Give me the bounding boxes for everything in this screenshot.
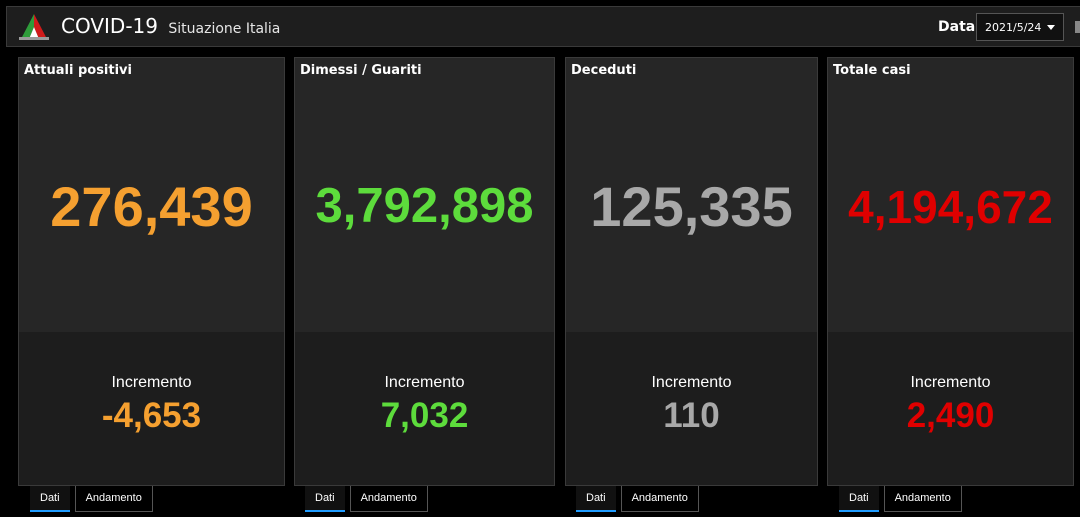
card-bottom: Incremento 7,032 xyxy=(295,332,554,485)
increment-label: Incremento xyxy=(910,374,991,391)
card-bottom: Incremento 2,490 xyxy=(828,332,1073,485)
app-subtitle: Situazione Italia xyxy=(168,21,281,37)
increment-label: Incremento xyxy=(384,374,465,391)
card-tabs-4: Dati Andamento xyxy=(839,486,962,512)
app-title-text: COVID-19 xyxy=(61,14,159,38)
tab-andamento[interactable]: Andamento xyxy=(349,486,428,512)
card-attuali-positivi: Attuali positivi 276,439 Incremento -4,6… xyxy=(18,57,285,486)
card-bottom: Incremento 110 xyxy=(566,332,817,485)
tab-dati[interactable]: Dati xyxy=(839,486,879,512)
card-totale-casi: Totale casi 4,194,672 Incremento 2,490 xyxy=(827,57,1074,486)
date-label: Data xyxy=(938,19,976,35)
caret-down-icon xyxy=(1047,25,1055,30)
increment-label: Incremento xyxy=(111,374,192,391)
increment-value: 110 xyxy=(663,396,720,435)
card-value: 125,335 xyxy=(590,175,793,238)
tab-dati[interactable]: Dati xyxy=(30,486,70,512)
card-top: Dimessi / Guariti 3,792,898 xyxy=(295,58,554,332)
tab-andamento[interactable]: Andamento xyxy=(620,486,699,512)
card-tabs-3: Dati Andamento xyxy=(576,486,699,512)
italy-flag-logo-icon xyxy=(19,14,49,40)
card-top: Deceduti 125,335 xyxy=(566,58,817,332)
app-header: COVID-19 Situazione Italia Data 2021/5/2… xyxy=(6,6,1080,47)
card-top: Attuali positivi 276,439 xyxy=(19,58,284,332)
card-tabs-1: Dati Andamento xyxy=(30,486,153,512)
app-title: COVID-19 Situazione Italia xyxy=(61,14,280,38)
tab-andamento[interactable]: Andamento xyxy=(883,486,962,512)
increment-value: -4,653 xyxy=(101,396,202,435)
card-tabs-2: Dati Andamento xyxy=(305,486,428,512)
tab-andamento[interactable]: Andamento xyxy=(74,486,153,512)
card-bottom: Incremento -4,653 xyxy=(19,332,284,485)
card-dimessi-guariti: Dimessi / Guariti 3,792,898 Incremento 7… xyxy=(294,57,555,486)
card-title: Attuali positivi xyxy=(24,63,132,78)
toolbar-edge-button[interactable] xyxy=(1075,21,1080,33)
card-title: Dimessi / Guariti xyxy=(300,63,422,78)
tab-dati[interactable]: Dati xyxy=(576,486,616,512)
card-title: Deceduti xyxy=(571,63,637,78)
card-deceduti: Deceduti 125,335 Incremento 110 xyxy=(565,57,818,486)
card-value: 276,439 xyxy=(50,175,253,238)
increment-value: 7,032 xyxy=(380,396,469,435)
card-title: Totale casi xyxy=(833,63,911,78)
date-select[interactable]: 2021/5/24 xyxy=(976,13,1064,41)
card-value: 4,194,672 xyxy=(848,181,1053,233)
increment-label: Incremento xyxy=(651,374,732,391)
card-top: Totale casi 4,194,672 xyxy=(828,58,1073,332)
tab-dati[interactable]: Dati xyxy=(305,486,345,512)
increment-value: 2,490 xyxy=(906,396,995,435)
date-select-value: 2021/5/24 xyxy=(985,21,1042,34)
card-value: 3,792,898 xyxy=(315,179,534,233)
